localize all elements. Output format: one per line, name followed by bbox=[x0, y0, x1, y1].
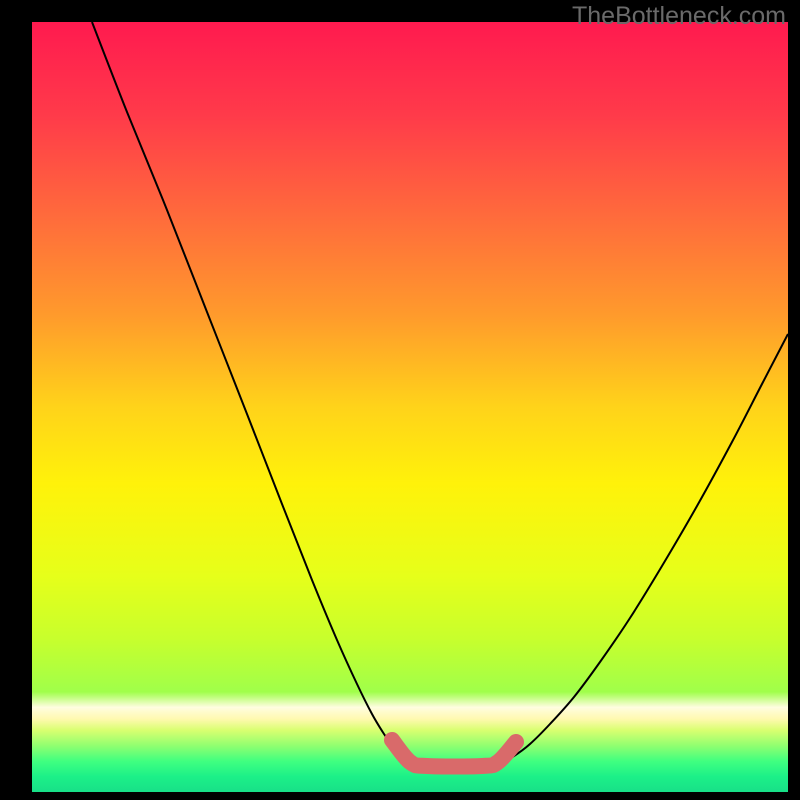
plot-area bbox=[32, 22, 788, 792]
chart-container: TheBottleneck.com bbox=[0, 0, 800, 800]
gradient-background bbox=[32, 22, 788, 792]
chart-svg bbox=[32, 22, 788, 792]
watermark-text: TheBottleneck.com bbox=[572, 2, 786, 31]
